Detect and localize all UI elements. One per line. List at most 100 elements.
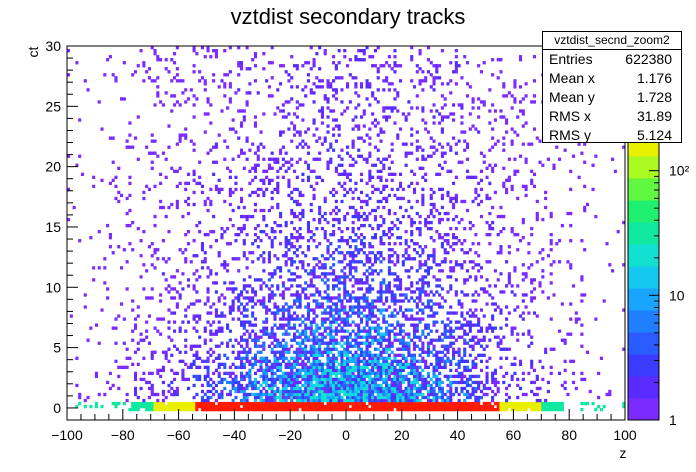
heatmap-cell [410, 356, 414, 360]
heatmap-cell [239, 121, 244, 125]
heatmap-cell [379, 299, 383, 303]
heatmap-cell [424, 380, 428, 385]
heatmap-cell [362, 374, 366, 379]
heatmap-cell [206, 374, 210, 379]
heatmap-cell [287, 73, 291, 77]
heatmap-cell [348, 368, 352, 373]
heatmap-cell [131, 145, 135, 149]
heatmap-cell [524, 160, 528, 164]
heatmap-cell [399, 181, 403, 186]
heatmap-cell [320, 404, 324, 409]
heatmap-cell [432, 392, 436, 397]
heatmap-cell [326, 100, 330, 104]
heatmap-cell [298, 398, 302, 403]
heatmap-cell [150, 46, 154, 50]
heatmap-cell [284, 341, 288, 345]
heatmap-cell [351, 266, 355, 270]
heatmap-cell [279, 214, 283, 219]
heatmap-cell [153, 223, 157, 228]
heatmap-cell [195, 353, 199, 357]
heatmap-cell [178, 281, 182, 285]
heatmap-cell [192, 142, 196, 146]
heatmap-cell [468, 383, 472, 388]
heatmap-cell [454, 61, 458, 65]
heatmap-cell [306, 145, 311, 149]
heatmap-cell [270, 371, 274, 376]
heatmap-cell [544, 401, 548, 406]
heatmap-cell [228, 287, 232, 291]
heatmap-cell [505, 317, 509, 321]
heatmap-cell [295, 377, 299, 382]
heatmap-cell [429, 187, 433, 192]
heatmap-cell [546, 380, 550, 385]
heatmap-cell [217, 296, 221, 300]
heatmap-cell [320, 386, 324, 391]
heatmap-cell [228, 305, 232, 309]
heatmap-cell [337, 299, 341, 303]
heatmap-cell [399, 64, 403, 68]
heatmap-cell [532, 79, 537, 83]
heatmap-cell [312, 407, 316, 412]
heatmap-cell [418, 398, 422, 403]
heatmap-cell [463, 374, 467, 379]
heatmap-cell [253, 407, 258, 412]
heatmap-cell [493, 302, 497, 306]
heatmap-cell [357, 217, 361, 222]
heatmap-cell [145, 404, 149, 409]
heatmap-cell [248, 193, 252, 198]
heatmap-cell [346, 338, 350, 342]
heatmap-cell [362, 223, 366, 228]
heatmap-cell [390, 254, 394, 258]
heatmap-cell [440, 359, 444, 363]
heatmap-cell [401, 314, 405, 318]
heatmap-cell [371, 398, 375, 403]
heatmap-cell [524, 272, 528, 276]
heatmap-cell [491, 389, 495, 394]
heatmap-cell [412, 335, 417, 339]
heatmap-cell [482, 335, 486, 339]
heatmap-cell [242, 242, 246, 246]
heatmap-cell [281, 326, 285, 330]
heatmap-cell [468, 308, 472, 312]
heatmap-cell [153, 184, 157, 189]
heatmap-cell [362, 395, 366, 400]
heatmap-cell [175, 169, 179, 173]
heatmap-cell [401, 365, 405, 370]
heatmap-cell [262, 214, 266, 219]
heatmap-cell [505, 392, 509, 397]
heatmap-cell [173, 275, 177, 279]
heatmap-cell [491, 166, 495, 170]
heatmap-cell [371, 386, 375, 391]
heatmap-cell [234, 377, 238, 382]
heatmap-cell [128, 145, 132, 149]
heatmap-cell [318, 377, 322, 382]
heatmap-cell [454, 311, 458, 315]
heatmap-cell [161, 257, 165, 261]
heatmap-cell [343, 305, 347, 309]
heatmap-cell [454, 82, 458, 86]
heatmap-cell [231, 157, 235, 161]
heatmap-cell [404, 407, 408, 412]
heatmap-cell [510, 332, 514, 336]
heatmap-cell [479, 199, 484, 204]
heatmap-cell [332, 407, 336, 412]
heatmap-cell [460, 386, 464, 391]
heatmap-cell [407, 269, 411, 273]
heatmap-cell [477, 130, 481, 134]
heatmap-cell [306, 229, 311, 234]
heatmap-cell [67, 187, 71, 192]
heatmap-cell [306, 392, 311, 397]
heatmap-cell [332, 389, 336, 394]
heatmap-cell [382, 308, 386, 312]
heatmap-cell [432, 344, 436, 348]
heatmap-cell [329, 386, 333, 391]
heatmap-cell [429, 226, 433, 231]
heatmap-cell [147, 386, 151, 391]
heatmap-cell [535, 214, 539, 219]
heatmap-cell [452, 347, 456, 351]
heatmap-cell [265, 311, 269, 315]
heatmap-cell [396, 407, 400, 412]
heatmap-cell [256, 157, 260, 161]
heatmap-cell [371, 236, 375, 240]
heatmap-cell [251, 362, 255, 367]
